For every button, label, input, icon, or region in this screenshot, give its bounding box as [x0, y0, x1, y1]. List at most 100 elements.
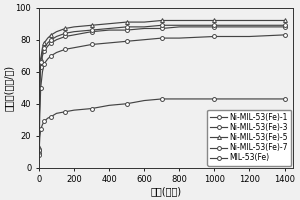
Ni-MIL-53(Fe)-1: [41, 71, 44, 73]
Ni-MIL-53(Fe)-1: [142, 38, 146, 41]
Ni-MIL-53(Fe)-5: [125, 21, 128, 23]
Ni-MIL-53(Fe)-3: [41, 55, 44, 57]
Ni-MIL-53(Fe)-7: [107, 27, 111, 30]
MIL-53(Fe): [37, 154, 41, 156]
Ni-MIL-53(Fe)-5: [72, 26, 76, 28]
Ni-MIL-53(Fe)-1: [39, 87, 43, 89]
Ni-MIL-53(Fe)-1: [72, 47, 76, 49]
Ni-MIL-53(Fe)-5: [90, 24, 93, 26]
MIL-53(Fe): [142, 99, 146, 102]
Ni-MIL-53(Fe)-5: [160, 19, 164, 22]
Ni-MIL-53(Fe)-3: [72, 34, 76, 36]
Ni-MIL-53(Fe)-1: [107, 42, 111, 44]
Ni-MIL-53(Fe)-5: [50, 34, 53, 36]
Ni-MIL-53(Fe)-1: [46, 58, 50, 60]
Ni-MIL-53(Fe)-5: [142, 21, 146, 23]
Ni-MIL-53(Fe)-3: [283, 26, 286, 28]
Ni-MIL-53(Fe)-7: [125, 26, 128, 28]
Ni-MIL-53(Fe)-7: [37, 149, 41, 151]
Ni-MIL-53(Fe)-7: [55, 35, 58, 38]
Ni-MIL-53(Fe)-3: [42, 50, 46, 52]
Ni-MIL-53(Fe)-5: [178, 19, 181, 22]
Ni-MIL-53(Fe)-1: [248, 35, 251, 38]
Ni-MIL-53(Fe)-3: [142, 27, 146, 30]
Line: Ni-MIL-53(Fe)-3: Ni-MIL-53(Fe)-3: [37, 25, 286, 152]
Ni-MIL-53(Fe)-3: [37, 149, 41, 151]
Ni-MIL-53(Fe)-1: [160, 37, 164, 39]
Ni-MIL-53(Fe)-3: [39, 66, 43, 68]
MIL-53(Fe): [42, 120, 46, 123]
Ni-MIL-53(Fe)-7: [50, 38, 53, 41]
Ni-MIL-53(Fe)-7: [42, 47, 46, 49]
Ni-MIL-53(Fe)-7: [142, 26, 146, 28]
Ni-MIL-53(Fe)-7: [72, 30, 76, 33]
Ni-MIL-53(Fe)-7: [213, 24, 216, 26]
MIL-53(Fe): [213, 98, 216, 100]
MIL-53(Fe): [50, 115, 53, 118]
Line: Ni-MIL-53(Fe)-7: Ni-MIL-53(Fe)-7: [37, 23, 286, 152]
Ni-MIL-53(Fe)-5: [41, 47, 44, 49]
MIL-53(Fe): [107, 104, 111, 107]
Ni-MIL-53(Fe)-3: [213, 26, 216, 28]
Line: Ni-MIL-53(Fe)-1: Ni-MIL-53(Fe)-1: [37, 33, 286, 155]
Ni-MIL-53(Fe)-1: [178, 37, 181, 39]
Ni-MIL-53(Fe)-1: [37, 152, 41, 155]
Ni-MIL-53(Fe)-5: [283, 19, 286, 22]
MIL-53(Fe): [178, 98, 181, 100]
MIL-53(Fe): [160, 98, 164, 100]
Ni-MIL-53(Fe)-3: [107, 29, 111, 31]
Ni-MIL-53(Fe)-7: [90, 29, 93, 31]
Ni-MIL-53(Fe)-7: [283, 24, 286, 26]
Ni-MIL-53(Fe)-7: [46, 42, 50, 44]
Ni-MIL-53(Fe)-1: [213, 35, 216, 38]
Ni-MIL-53(Fe)-5: [107, 22, 111, 25]
Line: Ni-MIL-53(Fe)-5: Ni-MIL-53(Fe)-5: [37, 19, 286, 149]
MIL-53(Fe): [55, 112, 58, 115]
Ni-MIL-53(Fe)-3: [46, 45, 50, 47]
Ni-MIL-53(Fe)-5: [39, 58, 43, 60]
Ni-MIL-53(Fe)-1: [125, 40, 128, 42]
Line: MIL-53(Fe): MIL-53(Fe): [37, 97, 286, 157]
Ni-MIL-53(Fe)-1: [283, 34, 286, 36]
MIL-53(Fe): [46, 117, 50, 119]
Ni-MIL-53(Fe)-1: [90, 43, 93, 46]
MIL-53(Fe): [72, 109, 76, 111]
Ni-MIL-53(Fe)-7: [38, 80, 42, 83]
Ni-MIL-53(Fe)-5: [55, 30, 58, 33]
Ni-MIL-53(Fe)-7: [160, 24, 164, 26]
Ni-MIL-53(Fe)-1: [38, 112, 42, 115]
Ni-MIL-53(Fe)-3: [125, 29, 128, 31]
Ni-MIL-53(Fe)-1: [55, 51, 58, 54]
Ni-MIL-53(Fe)-3: [55, 38, 58, 41]
Ni-MIL-53(Fe)-7: [178, 24, 181, 26]
Ni-MIL-53(Fe)-3: [38, 83, 42, 86]
X-axis label: 时间(分钟): 时间(分钟): [151, 186, 182, 196]
Ni-MIL-53(Fe)-5: [42, 42, 46, 44]
Ni-MIL-53(Fe)-1: [64, 48, 67, 51]
Ni-MIL-53(Fe)-5: [46, 37, 50, 39]
MIL-53(Fe): [248, 98, 251, 100]
Ni-MIL-53(Fe)-3: [50, 42, 53, 44]
Ni-MIL-53(Fe)-5: [248, 19, 251, 22]
Ni-MIL-53(Fe)-7: [248, 24, 251, 26]
Ni-MIL-53(Fe)-5: [64, 27, 67, 30]
Ni-MIL-53(Fe)-3: [64, 35, 67, 38]
MIL-53(Fe): [125, 103, 128, 105]
Ni-MIL-53(Fe)-5: [213, 19, 216, 22]
Ni-MIL-53(Fe)-5: [37, 146, 41, 148]
Legend: Ni-MIL-53(Fe)-1, Ni-MIL-53(Fe)-3, Ni-MIL-53(Fe)-5, Ni-MIL-53(Fe)-7, MIL-53(Fe): Ni-MIL-53(Fe)-1, Ni-MIL-53(Fe)-3, Ni-MIL…: [207, 110, 291, 166]
Ni-MIL-53(Fe)-7: [64, 32, 67, 34]
MIL-53(Fe): [283, 98, 286, 100]
Ni-MIL-53(Fe)-1: [50, 55, 53, 57]
Ni-MIL-53(Fe)-1: [42, 63, 46, 65]
MIL-53(Fe): [90, 107, 93, 110]
MIL-53(Fe): [38, 136, 42, 139]
Ni-MIL-53(Fe)-3: [160, 27, 164, 30]
Ni-MIL-53(Fe)-5: [38, 75, 42, 78]
Ni-MIL-53(Fe)-3: [90, 30, 93, 33]
Ni-MIL-53(Fe)-3: [178, 26, 181, 28]
Y-axis label: 吸附量(毫克/克): 吸附量(毫克/克): [4, 65, 14, 111]
Ni-MIL-53(Fe)-7: [41, 51, 44, 54]
MIL-53(Fe): [39, 128, 43, 131]
Ni-MIL-53(Fe)-7: [39, 61, 43, 63]
